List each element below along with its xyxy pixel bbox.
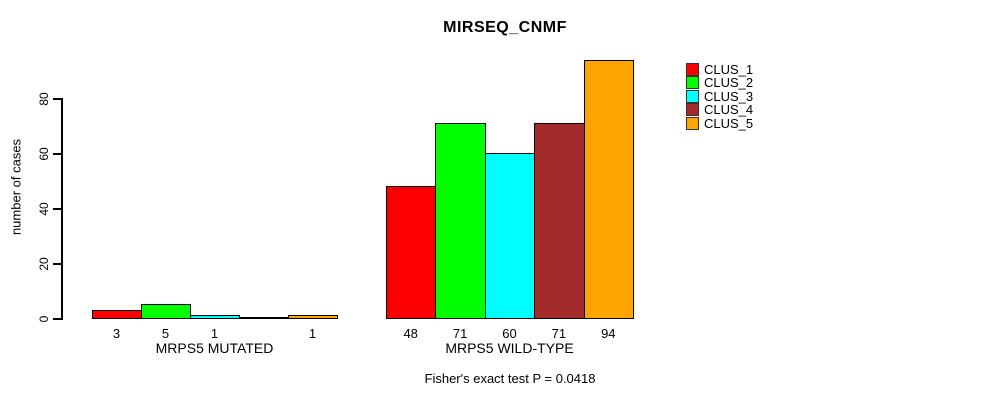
y-axis-tick (53, 263, 61, 265)
y-axis-line (61, 98, 63, 320)
bar-value-label: 48 (403, 326, 418, 341)
y-axis-tick (53, 318, 61, 320)
legend-swatch-icon (686, 116, 699, 130)
bar-clus_4-zero-line (239, 317, 289, 319)
bar-value-label: 60 (502, 326, 517, 341)
bar-value-label: 5 (161, 326, 170, 341)
fisher-test-annotation: Fisher's exact test P = 0.0418 (424, 371, 596, 386)
legend-item: CLUS_1 (686, 63, 753, 76)
y-axis-tick-label: 40 (37, 202, 51, 216)
bar-clus_5 (583, 59, 634, 319)
y-axis-tick (53, 153, 61, 155)
bar-value-label: 1 (210, 326, 219, 341)
bar-value-label: 94 (601, 326, 616, 341)
legend-item-label: CLUS_1 (704, 62, 754, 77)
legend-item: CLUS_5 (686, 115, 754, 131)
legend-item-label: CLUS_5 (704, 115, 754, 131)
bar-clus_5 (288, 315, 338, 319)
y-axis-tick (53, 208, 61, 210)
bar-clus_3 (484, 153, 536, 319)
legend-item-label: CLUS_2 (704, 75, 754, 91)
legend-swatch-icon (686, 103, 699, 117)
legend-swatch-icon (686, 63, 699, 76)
bar-value-label: 71 (452, 326, 468, 341)
bar-clus_2 (141, 304, 191, 319)
y-axis-tick-label: 20 (37, 257, 51, 271)
bar-clus_3 (190, 315, 240, 319)
legend-swatch-icon (686, 89, 699, 103)
legend-item: CLUS_2 (686, 75, 754, 91)
legend-item-label: CLUS_4 (704, 102, 754, 118)
bar-clus_1 (92, 309, 142, 319)
bar-value-label: 3 (112, 326, 121, 341)
bar-clus_2 (435, 122, 486, 319)
chart-title: MIRSEQ_CNMF (443, 19, 567, 36)
y-axis-tick-label: 60 (37, 147, 51, 161)
y-axis-label: number of cases (8, 138, 24, 236)
group-label: MRPS5 WILD-TYPE (445, 340, 574, 356)
y-axis-tick-label: 0 (37, 315, 51, 323)
bar-clus_4 (534, 122, 585, 319)
legend-item: CLUS_4 (686, 102, 754, 118)
y-axis-tick-label: 80 (37, 92, 51, 106)
legend-item-label: CLUS_3 (704, 88, 754, 104)
legend-item: CLUS_3 (686, 88, 754, 104)
bar-value-label: 71 (551, 326, 567, 341)
bar-value-label: 1 (308, 326, 317, 341)
y-axis-tick (53, 98, 61, 100)
legend-swatch-icon (686, 76, 699, 90)
bar-clus_1 (386, 186, 437, 319)
group-label: MRPS5 MUTATED (155, 340, 274, 356)
